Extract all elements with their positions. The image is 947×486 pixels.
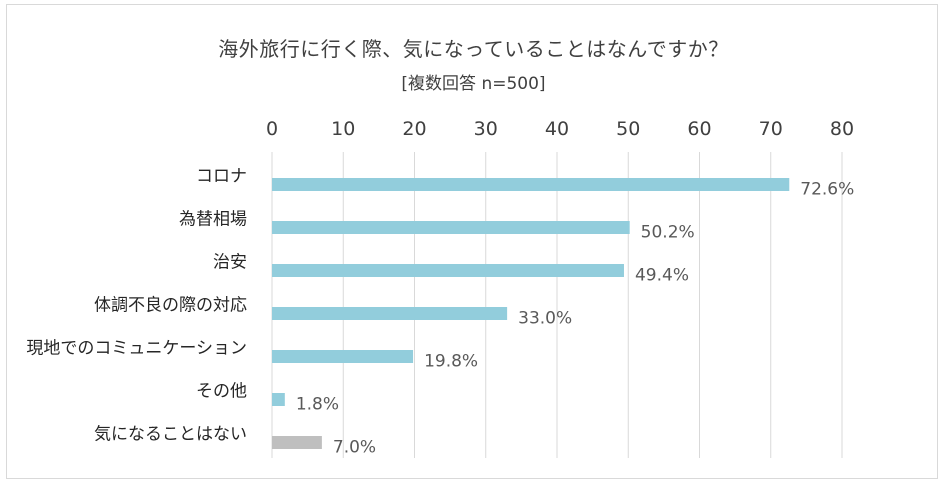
bar (272, 307, 508, 320)
bar (272, 178, 790, 191)
category-label: 現地でのコミュニケーション (26, 339, 247, 359)
x-tick-label: 70 (759, 118, 783, 140)
gridlines (271, 152, 843, 458)
x-tick-label: 0 (266, 118, 278, 140)
chart-title: 海外旅行に行く際、気になっていることはなんですか？ (218, 37, 729, 61)
chart-subtitle: [複数回答 n=500] (401, 74, 546, 94)
category-label: 治安 (213, 253, 247, 273)
bar (272, 436, 322, 449)
x-tick-label: 30 (474, 118, 498, 140)
category-label: その他 (196, 382, 247, 402)
bar (272, 393, 285, 406)
data-label: 50.2% (641, 223, 695, 243)
bars (272, 178, 790, 449)
data-label: 33.0% (518, 309, 572, 329)
data-label: 7.0% (333, 438, 376, 458)
data-label: 49.4% (635, 266, 689, 286)
x-tick-label: 80 (830, 118, 854, 140)
x-tick-label: 10 (331, 118, 355, 140)
x-tick-label: 40 (545, 118, 569, 140)
x-tick-label: 60 (687, 118, 711, 140)
x-tick-label: 20 (402, 118, 426, 140)
x-tick-label: 50 (616, 118, 640, 140)
chart-frame (6, 4, 938, 479)
x-axis-ticks: 0 10 20 30 40 50 60 70 80 (266, 118, 854, 140)
category-labels: コロナ為替相場治安体調不良の際の対応現地でのコミュニケーションその他気になること… (26, 167, 247, 445)
data-label: 1.8% (296, 395, 339, 415)
category-label: コロナ (196, 167, 247, 187)
bar (272, 221, 630, 234)
data-labels: 72.6% 50.2% 49.4% 33.0% 19.8% 1.8% 7.0% (296, 180, 854, 458)
bar (272, 350, 414, 363)
data-label: 19.8% (424, 352, 478, 372)
category-label: 気になることはない (94, 425, 247, 445)
category-label: 体調不良の際の対応 (94, 296, 247, 316)
category-label: 為替相場 (179, 210, 247, 230)
bar (272, 264, 624, 277)
data-label: 72.6% (800, 180, 854, 200)
